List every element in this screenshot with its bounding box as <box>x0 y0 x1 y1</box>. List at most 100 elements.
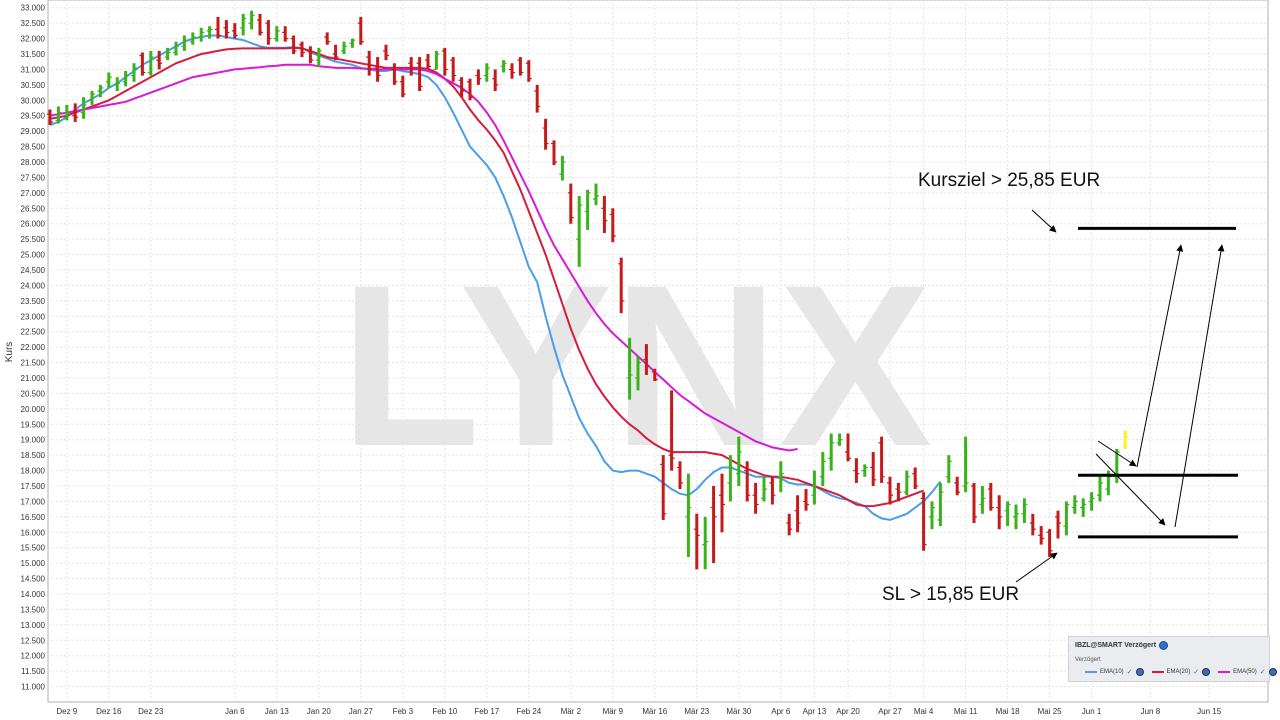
price-bar <box>954 476 961 496</box>
price-bar <box>895 482 902 502</box>
price-bar <box>47 109 53 125</box>
price-bar <box>920 492 927 551</box>
y-tick-label: 12.500 <box>21 636 46 645</box>
legend-title: IBZL@SMART Verzögert <box>1075 642 1157 649</box>
legend-header: IBZL@SMART Verzögert <box>1075 641 1169 650</box>
price-bar <box>433 50 440 71</box>
globe-icon[interactable] <box>1159 641 1169 650</box>
annotation-arrow <box>1095 453 1166 526</box>
y-tick-label: 23.000 <box>21 312 46 321</box>
x-tick-label: Jan 13 <box>265 707 290 716</box>
grid <box>47 0 1269 703</box>
price-bar <box>131 63 137 82</box>
price-bar <box>651 368 658 382</box>
target-label: Kursziel > 25,85 EUR <box>918 170 1100 191</box>
settings-icon[interactable] <box>1268 668 1277 676</box>
y-tick-label: 26.000 <box>21 220 46 229</box>
series-line-ema50 <box>49 63 798 452</box>
price-bar <box>635 356 641 391</box>
price-bar <box>929 501 935 530</box>
price-bar <box>1029 513 1036 536</box>
price-bar <box>315 47 322 67</box>
x-tick-label: Mär 2 <box>561 707 582 716</box>
annotation-arrows <box>1015 209 1225 583</box>
price-bar <box>845 433 851 462</box>
price-bar <box>156 50 163 70</box>
price-bar <box>962 436 969 493</box>
price-bar <box>719 473 725 533</box>
price-bar <box>853 458 860 483</box>
price-bar <box>1088 492 1095 511</box>
price-bar <box>979 486 986 514</box>
price-bar <box>1122 430 1129 449</box>
legend-item-label: EMA(50) <box>1233 669 1257 675</box>
price-bar <box>534 84 541 113</box>
y-tick-label: 31.500 <box>21 50 46 59</box>
check-icon[interactable]: ✓ <box>1126 669 1133 676</box>
legend-item-ema50[interactable]: EMA(50) ✓ <box>1218 668 1277 676</box>
y-tick-label: 21.000 <box>21 374 46 383</box>
price-bar <box>593 183 599 206</box>
price-bar <box>450 57 457 82</box>
price-bar <box>189 32 196 45</box>
x-tick-label: Feb 10 <box>432 707 457 716</box>
y-tick-label: 18.500 <box>21 451 46 460</box>
y-tick-label: 29.000 <box>21 127 46 136</box>
x-tick-label: Jun 1 <box>1082 707 1102 716</box>
x-tick-label: Mär 9 <box>603 707 624 716</box>
y-tick-label: 15.500 <box>21 544 46 553</box>
y-tick-label: 32.000 <box>21 35 46 44</box>
price-bar <box>761 476 767 502</box>
x-tick-label: Apr 13 <box>803 707 827 716</box>
price-bar <box>1004 501 1011 527</box>
price-bar <box>299 41 305 58</box>
price-bar <box>223 20 230 39</box>
y-tick-label: 15.000 <box>21 559 46 568</box>
price-bar <box>819 452 826 486</box>
settings-icon[interactable] <box>1135 668 1144 676</box>
x-tick-label: Mai 25 <box>1038 707 1063 716</box>
price-bar <box>576 195 583 267</box>
annotation-levels <box>1078 226 1238 539</box>
price-bar <box>861 464 868 477</box>
price-bar <box>383 44 389 61</box>
settings-icon[interactable] <box>1202 668 1211 676</box>
price-bar <box>147 50 154 76</box>
price-bar <box>307 46 314 64</box>
price-bar <box>677 461 683 490</box>
y-tick-label: 17.000 <box>21 497 46 506</box>
check-icon[interactable]: ✓ <box>1259 669 1266 676</box>
y-tick-label: 11.500 <box>21 667 45 676</box>
x-tick-label: Mär 23 <box>684 707 709 716</box>
price-bar <box>1097 476 1103 502</box>
price-bar <box>97 84 104 98</box>
legend-item-ema20[interactable]: EMA(20) ✓ <box>1151 668 1211 676</box>
x-tick-label: Feb 17 <box>474 707 499 716</box>
stop-loss-label: SL > 15,85 EUR <box>882 584 1019 605</box>
price-bar <box>710 486 717 564</box>
price-bar <box>744 461 751 502</box>
price-bar <box>803 489 809 511</box>
y-tick-label: 13.000 <box>21 621 46 630</box>
price-bar <box>55 106 62 124</box>
price-bar <box>786 513 793 536</box>
price-bar <box>441 47 448 76</box>
y-tick-label: 28.500 <box>21 143 46 152</box>
price-bar <box>828 433 835 471</box>
price-bar <box>231 23 238 39</box>
price-bar <box>63 104 70 121</box>
price-bar <box>878 436 885 483</box>
y-tick-label: 27.000 <box>21 189 46 198</box>
price-bar <box>752 482 759 514</box>
legend-item-label: EMA(10) <box>1100 669 1124 675</box>
price-bar <box>1113 448 1120 483</box>
legend-item-ema10[interactable]: EMA(10) ✓ <box>1085 668 1144 676</box>
check-icon[interactable]: ✓ <box>1193 669 1200 676</box>
x-tick-label: Jun 8 <box>1141 707 1161 716</box>
price-bar <box>870 452 877 486</box>
price-bar <box>114 77 121 92</box>
price-bar <box>1021 498 1028 524</box>
price-bar <box>72 103 79 122</box>
price-bar <box>492 69 499 92</box>
